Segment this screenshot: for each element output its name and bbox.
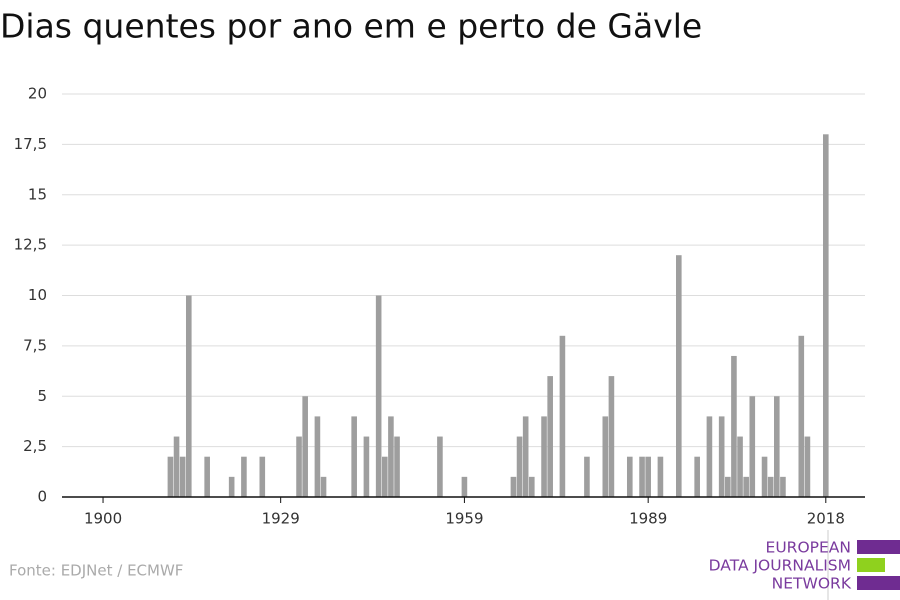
bar	[804, 436, 811, 497]
y-tick-label: 2,5	[23, 437, 47, 455]
bar	[743, 476, 749, 497]
bar	[394, 436, 400, 497]
x-tick-label: 1959	[445, 510, 483, 528]
bar	[204, 456, 210, 497]
bar	[547, 376, 553, 497]
bar	[320, 476, 327, 497]
bar	[608, 376, 615, 497]
y-tick-label: 0	[37, 488, 47, 506]
bar	[173, 436, 180, 497]
logo-bar	[857, 558, 885, 572]
bar	[773, 396, 780, 497]
bar	[626, 456, 633, 497]
y-tick-label: 10	[28, 286, 47, 304]
logo-text: EUROPEAN	[766, 539, 851, 557]
bar	[363, 436, 370, 497]
bar	[602, 416, 609, 497]
bar	[388, 416, 394, 497]
x-tick-label: 2018	[807, 510, 845, 528]
bar	[718, 416, 725, 497]
source: Fonte: EDJNet / ECMWF	[9, 562, 183, 580]
bar	[167, 456, 174, 497]
bar	[259, 456, 266, 497]
bar	[437, 436, 443, 497]
bar	[522, 416, 529, 497]
bar	[228, 476, 235, 497]
bar	[296, 436, 302, 497]
bar	[375, 295, 382, 497]
bar	[528, 476, 535, 497]
logo-bar	[857, 540, 900, 554]
bar	[724, 476, 731, 497]
bar	[731, 355, 737, 497]
bar	[381, 456, 388, 497]
y-tick-label: 20	[28, 85, 47, 103]
bar	[314, 416, 321, 497]
bar	[179, 456, 186, 497]
bar	[510, 476, 517, 497]
y-tick-label: 12,5	[14, 236, 47, 254]
chart-title: Dias quentes por ano em e perto de Gävle	[0, 7, 702, 46]
bar	[822, 134, 829, 498]
y-tick-label: 17,5	[14, 135, 47, 153]
bar	[185, 295, 192, 497]
bar	[780, 476, 786, 497]
y-tick-label: 15	[28, 185, 47, 203]
x-tick-label: 1989	[629, 510, 667, 528]
bar	[767, 476, 774, 497]
bar	[351, 416, 357, 497]
bar	[737, 436, 743, 497]
bar	[541, 416, 547, 497]
y-tick-label: 7,5	[23, 336, 47, 354]
bar	[694, 456, 700, 497]
bar	[706, 416, 713, 497]
bar	[461, 476, 468, 497]
bar	[761, 456, 768, 497]
bar	[559, 335, 566, 497]
bar	[302, 396, 308, 497]
bar	[749, 396, 756, 497]
logo-text: DATA JOURNALISM	[709, 557, 851, 575]
bar	[675, 255, 682, 497]
bar	[639, 456, 645, 497]
bar	[241, 456, 247, 497]
x-tick-label: 1929	[262, 510, 300, 528]
bar	[645, 456, 651, 497]
bar	[584, 456, 590, 497]
logo-text: NETWORK	[772, 575, 852, 593]
bar	[798, 335, 805, 497]
bar	[516, 436, 523, 497]
y-tick-label: 5	[37, 387, 47, 405]
logo-bar	[857, 576, 900, 590]
bar	[657, 456, 664, 497]
x-tick-label: 1900	[84, 510, 122, 528]
